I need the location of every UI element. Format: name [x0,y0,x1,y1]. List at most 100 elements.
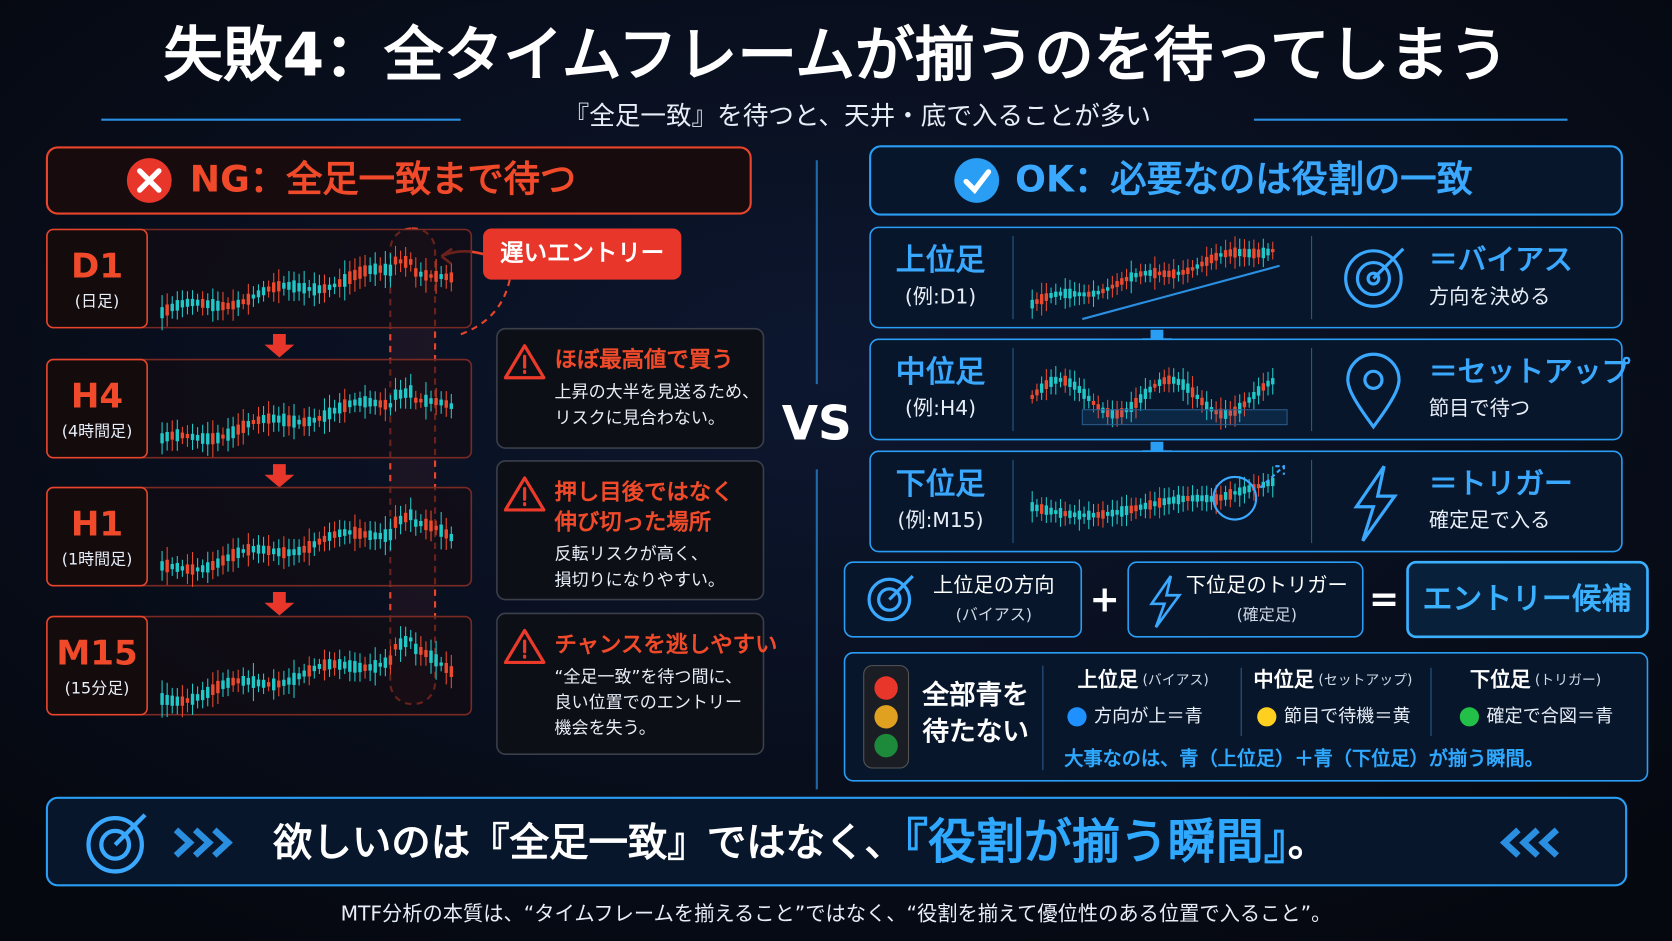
formula-a: 上位足の方向 [933,573,1055,597]
candle [216,300,220,311]
candle [409,385,413,398]
candle [1063,375,1067,386]
formula-b: 下位足のトリガー [1186,573,1348,597]
timeframe-label: H4 [71,376,123,416]
candle [1087,510,1091,520]
signal-head-sub: (バイアス) [1142,673,1208,689]
candle [266,545,271,556]
candle [373,399,377,407]
formula-b-sub: (確定足) [1237,605,1297,624]
candle [424,270,428,281]
candle [383,657,388,668]
candle [1110,509,1115,517]
candle [1186,267,1190,275]
candle [206,562,210,573]
candle [429,274,433,278]
candle [251,294,256,299]
candle [1110,409,1115,419]
banner-b: 『役割が揃う瞬間』 [904,814,1288,870]
candle [353,269,357,281]
candle [1035,299,1039,304]
timeframe-sub: (1時間足) [62,550,133,569]
up-arrow [1259,465,1285,489]
candle [256,679,261,687]
candle [337,529,342,537]
candle [302,417,306,427]
candle [160,561,164,571]
candle [1101,288,1105,294]
candle [1105,408,1110,418]
candle [414,519,418,527]
warning-body: 良い位置でのエントリー [554,693,742,713]
candle [195,567,200,572]
candle [221,302,225,311]
candle [429,650,433,663]
light-green [874,733,898,758]
candle [282,547,286,559]
candle [1261,383,1266,391]
candle [373,263,377,275]
warning-title: 押し目後ではなく [554,478,733,505]
row-desc: 節目で待つ [1429,396,1530,420]
candle [211,299,215,312]
chevrons [1499,827,1560,858]
candle [1162,377,1166,385]
signal-head-main: 上位足 [1077,667,1139,691]
formula-box [843,561,1083,638]
ok-row [869,338,1623,441]
candle [363,265,367,277]
candle [1143,388,1148,400]
candle [317,538,322,545]
candle [1223,409,1228,419]
warning-icon [503,476,546,512]
candle [1176,494,1181,505]
signal-dot [1257,707,1277,727]
candle [1186,383,1190,393]
candle [383,263,388,276]
callout-box [483,228,682,280]
candle [419,647,423,655]
candle [170,695,174,706]
target-icon [86,815,144,874]
candle [1200,397,1204,406]
candle [190,693,195,705]
candle [302,670,306,677]
candle [393,256,398,265]
candle [1049,293,1053,298]
signal-dot [1067,707,1087,727]
candle [272,678,276,691]
candle [266,682,271,687]
candle [1138,394,1143,403]
candle [414,397,418,403]
candle [1096,404,1100,410]
candle [358,662,362,673]
candle [261,415,266,424]
candle [1176,378,1181,385]
warning-body: 損切りになりやすい。 [554,570,724,590]
signal-dot [1459,707,1479,727]
candle [327,407,332,420]
signal-label: 待たない [922,716,1029,747]
row-label: 上位足 [896,243,986,278]
candle [256,290,261,298]
candle [363,531,367,538]
candle [272,548,276,555]
down-arrow [264,464,295,488]
timeframe-sub: (15分足) [65,679,130,698]
warning-body: 機会を失う。 [554,719,655,739]
candle [231,677,235,686]
title: 失敗4：全タイムフレームが揃うのを待ってしまう [163,21,1508,90]
candle [1238,487,1242,496]
light-red [874,676,898,700]
row-sub: (例:D1) [905,284,976,308]
candle [170,563,174,570]
candle [1082,388,1086,399]
candle [1223,250,1228,258]
candle [251,420,256,424]
candle [241,675,245,686]
candle [1091,400,1096,405]
candle [444,529,448,539]
candle [368,664,372,671]
candle [1205,494,1209,503]
candle [1233,247,1237,258]
